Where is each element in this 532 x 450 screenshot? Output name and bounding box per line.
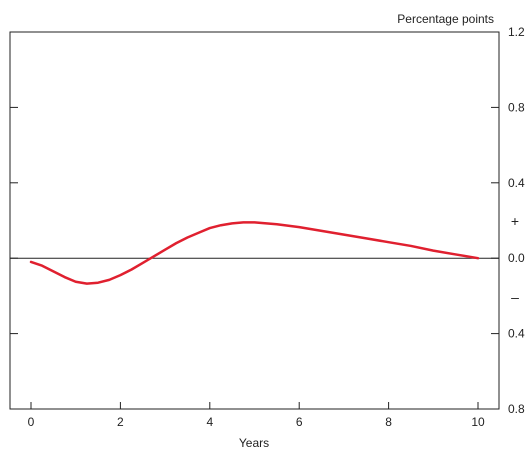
y-axis-ticks: 1.2 0.8 0.4 0.0 0.4 0.8 [10, 25, 525, 416]
y-unit-label: Percentage points [397, 12, 494, 26]
y-tick-label: 0.4 [508, 327, 525, 341]
y-tick-label: 0.0 [508, 251, 525, 265]
x-tick-label: 0 [28, 415, 35, 429]
x-tick-label: 8 [385, 415, 392, 429]
y-tick-label: 0.8 [508, 402, 525, 416]
y-tick-label: 1.2 [508, 25, 525, 39]
series-group [29, 221, 480, 285]
x-axis-title: Years [239, 436, 269, 450]
x-tick-label: 4 [206, 415, 213, 429]
negative-sign: – [511, 289, 519, 305]
series-line-0 [29, 221, 480, 285]
x-tick-label: 6 [296, 415, 303, 429]
x-tick-label: 2 [117, 415, 124, 429]
x-axis-ticks: 0 2 4 6 8 10 [28, 402, 485, 429]
x-tick-label: 10 [471, 415, 485, 429]
y-tick-label: 0.8 [508, 100, 525, 114]
plot-frame [9, 31, 500, 410]
positive-sign: + [511, 213, 519, 229]
y-tick-label: 0.4 [508, 176, 525, 190]
